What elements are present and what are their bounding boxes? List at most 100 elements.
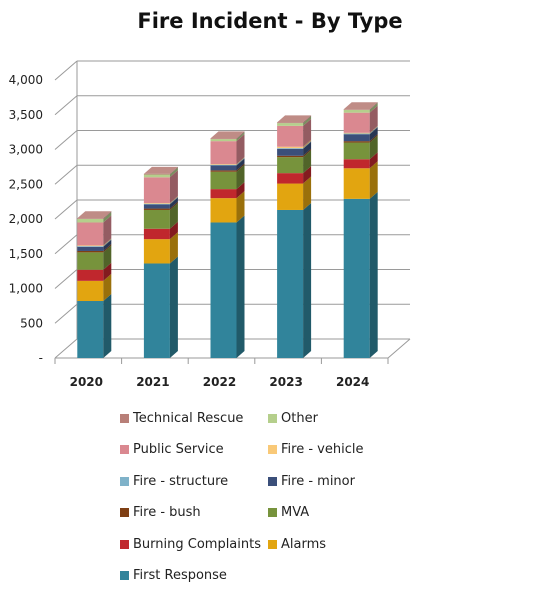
- bar-segment: [343, 109, 370, 110]
- bar-segment-side: [236, 132, 245, 142]
- gridline-depth: [54, 199, 78, 220]
- legend-item: Fire - bush: [120, 503, 201, 523]
- bar-stack-2021: [143, 166, 178, 358]
- bar-segment-side: [303, 141, 312, 156]
- bar-segment-side: [169, 196, 178, 204]
- bar-segment-side: [169, 221, 178, 240]
- bar-segment-side: [303, 166, 312, 184]
- bar-segment: [277, 122, 304, 124]
- bar-segment: [210, 170, 237, 172]
- bar-segment: [143, 208, 170, 210]
- bar-segment: [77, 252, 104, 270]
- bar-segment-side: [236, 158, 245, 171]
- bar-segment-side: [369, 135, 378, 160]
- bar-segment: [210, 189, 237, 199]
- gridline-depth: [54, 269, 78, 289]
- bar-stack-2022: [210, 131, 245, 358]
- legend-swatch: [120, 413, 129, 423]
- bar-segment-side: [236, 131, 245, 140]
- bar-segment: [343, 133, 370, 135]
- bar-segment-side: [303, 139, 312, 149]
- bar-segment-side: [169, 202, 178, 229]
- bar-segment-side: [369, 152, 378, 169]
- legend-label: Other: [281, 410, 318, 426]
- bar-segment: [343, 142, 370, 160]
- y-tick-label: 2,500: [9, 177, 43, 191]
- bar-segment: [277, 148, 304, 156]
- y-tick-label: 4,000: [9, 73, 43, 87]
- gridline-depth: [54, 60, 78, 81]
- bar-segment: [77, 246, 104, 251]
- bar-segment: [77, 269, 104, 281]
- legend-swatch: [268, 413, 277, 423]
- bar-segment-side: [103, 294, 112, 358]
- legend-item: First Response: [120, 566, 227, 586]
- bar-segment-side: [103, 211, 112, 219]
- bar-segment: [143, 204, 170, 209]
- floor-edge: [387, 338, 411, 359]
- bar-segment-side: [103, 245, 112, 270]
- bar-stack-2020: [77, 211, 112, 358]
- bar-segment: [277, 148, 304, 149]
- bar-segment: [343, 109, 370, 113]
- bar-segment-side: [236, 164, 245, 190]
- bar-segment: [343, 168, 370, 199]
- bar-segment-side: [103, 262, 112, 281]
- bar-segment-side: [169, 167, 178, 178]
- bar-segment-side: [236, 157, 245, 166]
- legend-swatch: [268, 476, 277, 486]
- bar-segment-side: [303, 141, 312, 149]
- legend-item: Fire - vehicle: [268, 440, 363, 460]
- legend-label: Alarms: [281, 536, 327, 552]
- bar-segment: [143, 203, 170, 205]
- bar-segment: [277, 173, 304, 184]
- bar-segment: [143, 173, 170, 175]
- bar-segment-side: [103, 212, 112, 223]
- bar-segment-side: [369, 102, 378, 113]
- bar-segment-side: [236, 157, 245, 165]
- legend-item: MVA: [268, 503, 309, 523]
- legend-label: Public Service: [133, 442, 224, 457]
- bar-segment: [77, 250, 104, 253]
- bar-segment: [210, 198, 237, 223]
- bar-segment-side: [369, 191, 378, 358]
- chart-title: Fire Incident - By Type: [137, 9, 402, 33]
- x-tick-label: 2020: [70, 375, 103, 389]
- bar-segment: [343, 141, 370, 143]
- legend-label: Fire - structure: [133, 473, 229, 489]
- bar-segment: [210, 171, 237, 190]
- bar-segment-side: [303, 115, 312, 124]
- bar-segment-side: [169, 196, 178, 205]
- bar-segment-side: [303, 118, 312, 147]
- bar-segment-side: [103, 243, 112, 253]
- bar-segment-side: [103, 239, 112, 251]
- legend-swatch: [120, 445, 129, 454]
- x-tick-label: 2022: [203, 375, 236, 389]
- bar-segment-side: [103, 215, 112, 246]
- bar-segment: [210, 139, 237, 142]
- legend-label: First Response: [133, 568, 227, 583]
- legend-item: Technical Rescue: [120, 408, 243, 428]
- bar-segment: [210, 138, 237, 140]
- bar-segment-side: [303, 202, 312, 358]
- bar-segment-side: [369, 102, 378, 110]
- bar-segment: [277, 155, 304, 158]
- bar-segment-side: [236, 191, 245, 223]
- legend-label: Technical Rescue: [133, 410, 244, 426]
- bar-segment-side: [369, 126, 378, 135]
- gridline-depth: [54, 95, 78, 116]
- legend-swatch: [268, 508, 277, 517]
- bar-segment-side: [369, 105, 378, 133]
- legend-item: Burning Complaints: [120, 534, 261, 554]
- stacked-bar-chart: Fire Incident - By Type - 500 1,000 1,500 2,0…: [9, 9, 411, 389]
- legend-label: Fire - minor: [281, 473, 355, 489]
- bar-top-face: [77, 211, 112, 219]
- legend-swatch: [268, 539, 277, 549]
- y-tick-label: 2,000: [9, 212, 43, 226]
- bar-segment: [277, 125, 304, 147]
- bar-segment: [77, 280, 104, 302]
- bar-segment: [210, 164, 237, 165]
- bar-segment: [77, 218, 104, 219]
- bar-segment-side: [103, 238, 112, 247]
- legend-label: MVA: [281, 505, 310, 520]
